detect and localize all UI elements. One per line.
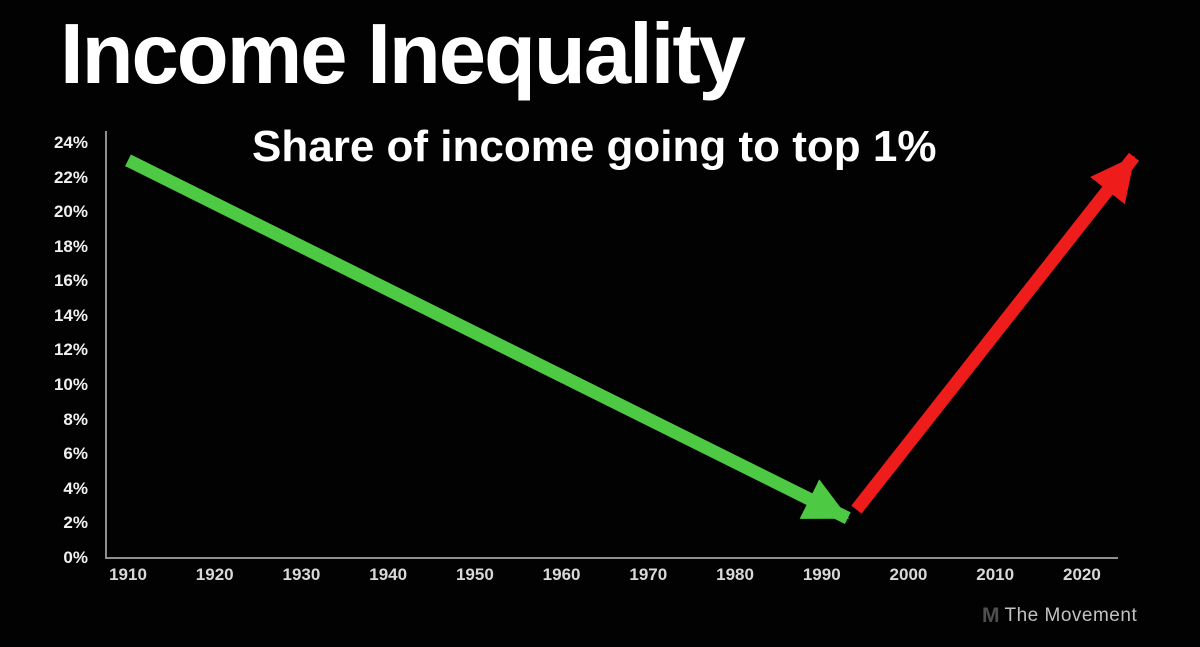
- x-tick-label: 1990: [802, 565, 841, 584]
- y-tick-label: 24%: [53, 133, 88, 152]
- x-axis-line: [105, 557, 1118, 559]
- x-tick-label: 1920: [195, 565, 234, 584]
- y-tick-label: 6%: [63, 444, 88, 464]
- y-tick-label: 8%: [63, 409, 88, 429]
- y-axis-line: [105, 131, 107, 559]
- watermark: M The Movement: [982, 604, 1137, 628]
- chart-subtitle: Share of income going to top 1%: [252, 122, 937, 171]
- x-tick-label: 1980: [716, 565, 754, 584]
- decline-arrow: [125, 154, 851, 525]
- x-tick-label: 1940: [369, 565, 408, 584]
- y-tick-label: 12%: [53, 340, 88, 360]
- y-tick-label: 14%: [53, 305, 88, 325]
- y-tick-label: 20%: [53, 202, 88, 222]
- watermark-text: The Movement: [1004, 605, 1138, 626]
- x-tick-label: 1910: [109, 565, 147, 584]
- x-tick-label: 2010: [976, 565, 1015, 584]
- y-tick-label: 4%: [63, 478, 88, 498]
- y-tick-label: 10%: [53, 375, 88, 395]
- y-tick-label: 18%: [53, 236, 88, 256]
- y-tick-label: 22%: [53, 167, 88, 187]
- page-title: Income Inequality: [60, 7, 746, 102]
- x-tick-label: 1950: [455, 565, 494, 584]
- x-tick-label: 2020: [1062, 565, 1101, 584]
- rise-arrow: [851, 152, 1140, 514]
- y-tick-label: 2%: [63, 513, 88, 533]
- x-tick-label: 1960: [542, 565, 581, 584]
- y-tick-label: 16%: [53, 271, 88, 291]
- the-movement-logo-icon: M: [982, 604, 1000, 627]
- x-tick-label: 2000: [889, 565, 928, 584]
- y-tick-label: 0%: [63, 547, 88, 567]
- x-tick-label: 1970: [629, 565, 668, 584]
- x-tick-label: 1930: [282, 565, 321, 584]
